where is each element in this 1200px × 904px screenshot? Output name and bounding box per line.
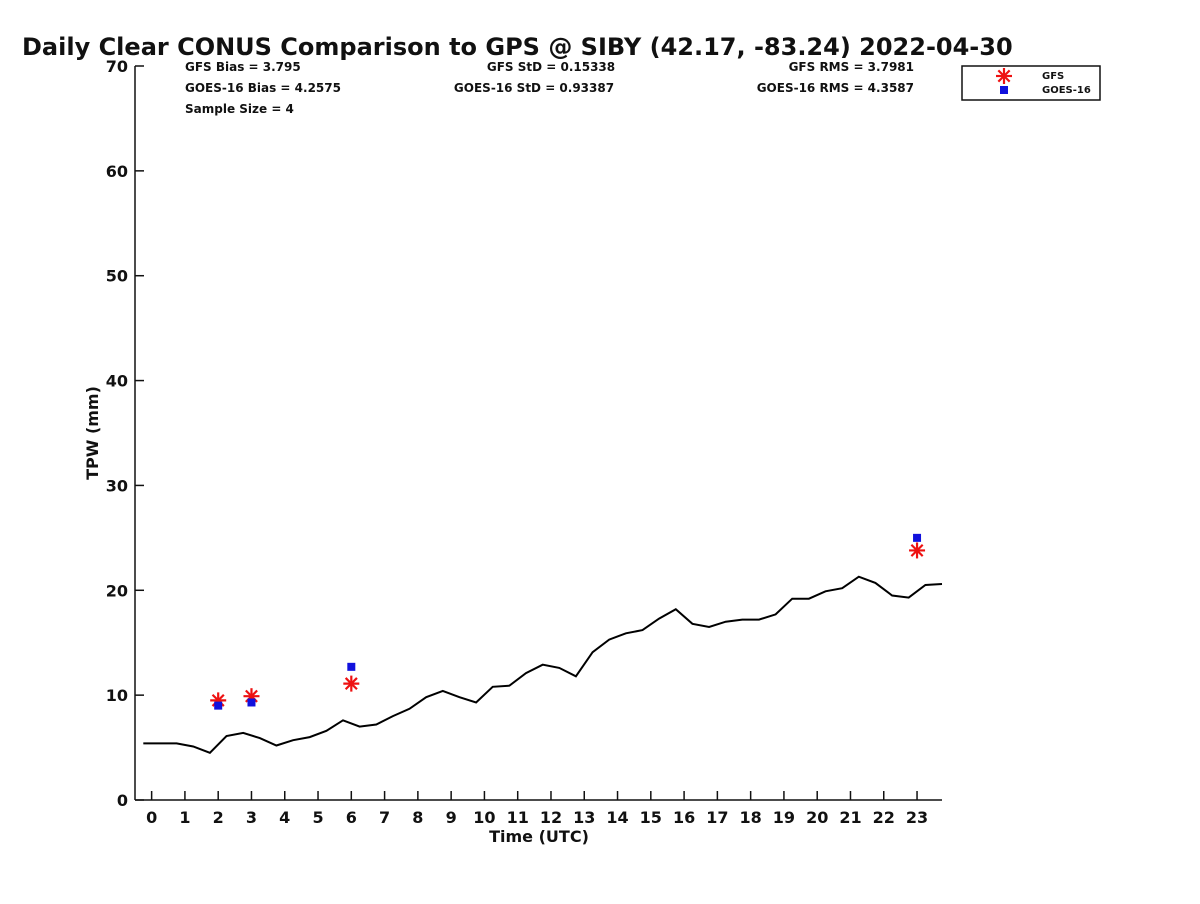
x-tick-label: 22 [873,808,895,827]
x-tick-label: 14 [606,808,628,827]
x-tick-label: 17 [706,808,728,827]
x-tick-label: 4 [279,808,290,827]
y-tick-label: 70 [106,57,128,76]
y-axis-label: TPW (mm) [83,386,102,480]
sample-size-stat: Sample Size = 4 [185,102,294,116]
x-tick-label: 2 [213,808,224,827]
legend-gfs-asterisk [996,68,1012,84]
y-tick-label: 30 [106,476,128,495]
gfs-point [909,542,926,559]
x-axis-label: Time (UTC) [489,827,589,846]
x-tick-label: 13 [573,808,595,827]
x-tick-label: 11 [507,808,529,827]
goes-std-stat: GOES-16 StD = 0.93387 [454,81,614,95]
x-tick-label: 20 [806,808,828,827]
chart-title: Daily Clear CONUS Comparison to GPS @ SI… [22,33,1013,61]
x-tick-label: 1 [179,808,190,827]
goes-point [214,701,223,710]
x-tick-label: 5 [312,808,323,827]
gfs-bias-stat: GFS Bias = 3.795 [185,60,301,74]
goes-point [247,698,256,707]
y-tick-label: 60 [106,162,128,181]
x-tick-label: 15 [640,808,662,827]
x-tick-label: 10 [473,808,495,827]
goes-point [347,662,356,671]
x-tick-label: 23 [906,808,928,827]
x-tick-label: 19 [773,808,795,827]
y-tick-label: 50 [106,267,128,286]
x-tick-label: 12 [540,808,562,827]
legend: GFS GOES-16 [961,65,1101,101]
x-tick-label: 3 [246,808,257,827]
x-tick-label: 8 [412,808,423,827]
x-tick-label: 21 [839,808,861,827]
y-tick-label: 0 [117,791,128,810]
legend-gfs-label: GFS [1042,71,1064,82]
x-tick-label: 16 [673,808,695,827]
y-tick-label: 10 [106,686,128,705]
x-tick-label: 18 [740,808,762,827]
gfs-std-stat: GFS StD = 0.15338 [487,60,615,74]
goes-bias-stat: GOES-16 Bias = 4.2575 [185,81,341,95]
gfs-rms-stat: GFS RMS = 3.7981 [789,60,914,74]
legend-box [961,65,1101,101]
goes-rms-stat: GOES-16 RMS = 4.3587 [757,81,914,95]
goes-point [913,533,922,542]
legend-gfs-asterisk-icon [996,68,1012,84]
x-tick-label: 6 [346,808,357,827]
legend-goes-label: GOES-16 [1042,85,1091,96]
y-tick-label: 40 [106,372,128,391]
series-layer [143,533,943,754]
y-tick-label: 20 [106,581,128,600]
x-tick-label: 9 [446,808,457,827]
legend-goes-square-icon [1000,86,1008,94]
gps-series-line [143,575,943,754]
x-tick-label: 7 [379,808,390,827]
gfs-point [343,675,360,692]
x-tick-label: 0 [146,808,157,827]
